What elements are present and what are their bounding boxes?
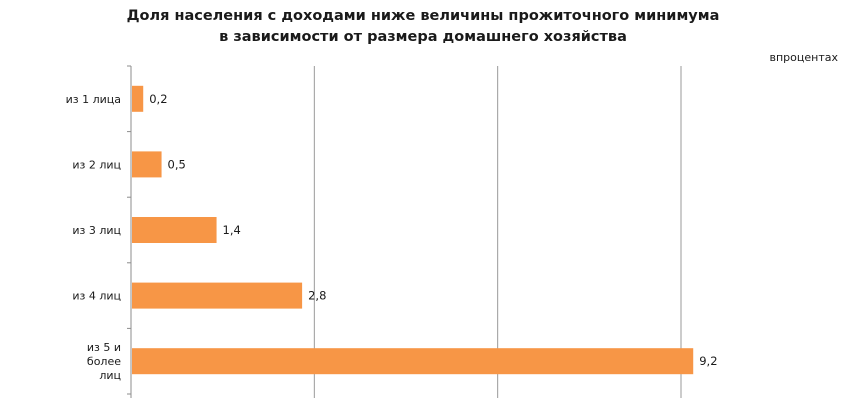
bar bbox=[132, 282, 303, 309]
data-label: 0,5 bbox=[168, 157, 186, 171]
chart-title-line-1: Доля населения с доходами ниже величины … bbox=[126, 8, 720, 24]
chart-title: Доля населения с доходами ниже величины … bbox=[60, 6, 786, 48]
category-label: лиц bbox=[99, 369, 121, 382]
data-label: 9,2 bbox=[699, 354, 717, 368]
bar bbox=[132, 217, 217, 243]
category-label: из 1 лица bbox=[66, 93, 121, 106]
data-label: 2,8 bbox=[308, 289, 326, 303]
grid-layer bbox=[127, 65, 682, 398]
bar bbox=[132, 151, 162, 178]
category-label: из 4 лиц bbox=[72, 290, 121, 303]
data-label: 1,4 bbox=[223, 223, 241, 237]
chart-title-line-2: в зависимости от размера домашнего хозяй… bbox=[219, 29, 627, 45]
data-label: 0,2 bbox=[149, 92, 167, 106]
category-label: более bbox=[87, 355, 121, 368]
category-label: из 2 лиц bbox=[72, 158, 121, 171]
label-layer: 0,2 из 1 лица 0,5 из 2 лиц 1,4 из 3 лиц 2,8 из … bbox=[66, 92, 718, 382]
unit-label: впроцентах bbox=[769, 51, 839, 64]
category-label: из 3 лиц bbox=[72, 224, 121, 237]
bar-layer bbox=[132, 85, 694, 375]
bar bbox=[132, 85, 144, 112]
category-label: из 5 и bbox=[87, 341, 121, 354]
bar bbox=[132, 348, 694, 375]
